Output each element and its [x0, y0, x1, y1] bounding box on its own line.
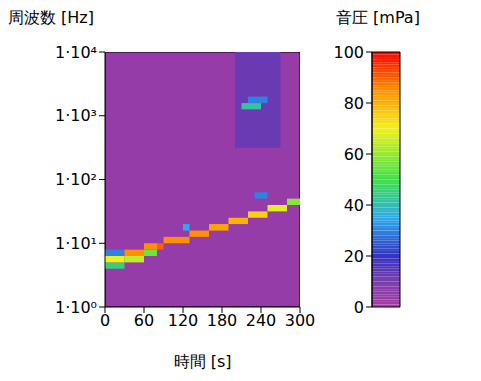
svg-text:80: 80	[344, 94, 364, 113]
svg-text:120: 120	[168, 311, 199, 330]
html-text:音圧 [mPa]: 音圧 [mPa]	[336, 8, 420, 27]
svg-text:60: 60	[134, 311, 154, 330]
svg-text:0: 0	[100, 311, 110, 330]
svg-text:時間 [s]: 時間 [s]	[174, 352, 232, 371]
svg-text:1·10²: 1·10²	[55, 170, 97, 189]
svg-text:300: 300	[285, 311, 316, 330]
svg-text:180: 180	[207, 311, 238, 330]
svg-text:1·10³: 1·10³	[55, 106, 97, 125]
svg-text:1·10¹: 1·10¹	[55, 234, 97, 253]
svg-text:100: 100	[333, 43, 364, 62]
html-text:周波数 [Hz]: 周波数 [Hz]	[8, 8, 94, 27]
svg-text:0: 0	[354, 298, 364, 317]
svg-text:40: 40	[344, 196, 364, 215]
svg-text:240: 240	[246, 311, 277, 330]
svg-text:1·10⁰: 1·10⁰	[55, 298, 97, 317]
svg-text:20: 20	[344, 247, 364, 266]
svg-text:1·10⁴: 1·10⁴	[55, 43, 97, 62]
svg-text:60: 60	[344, 145, 364, 164]
